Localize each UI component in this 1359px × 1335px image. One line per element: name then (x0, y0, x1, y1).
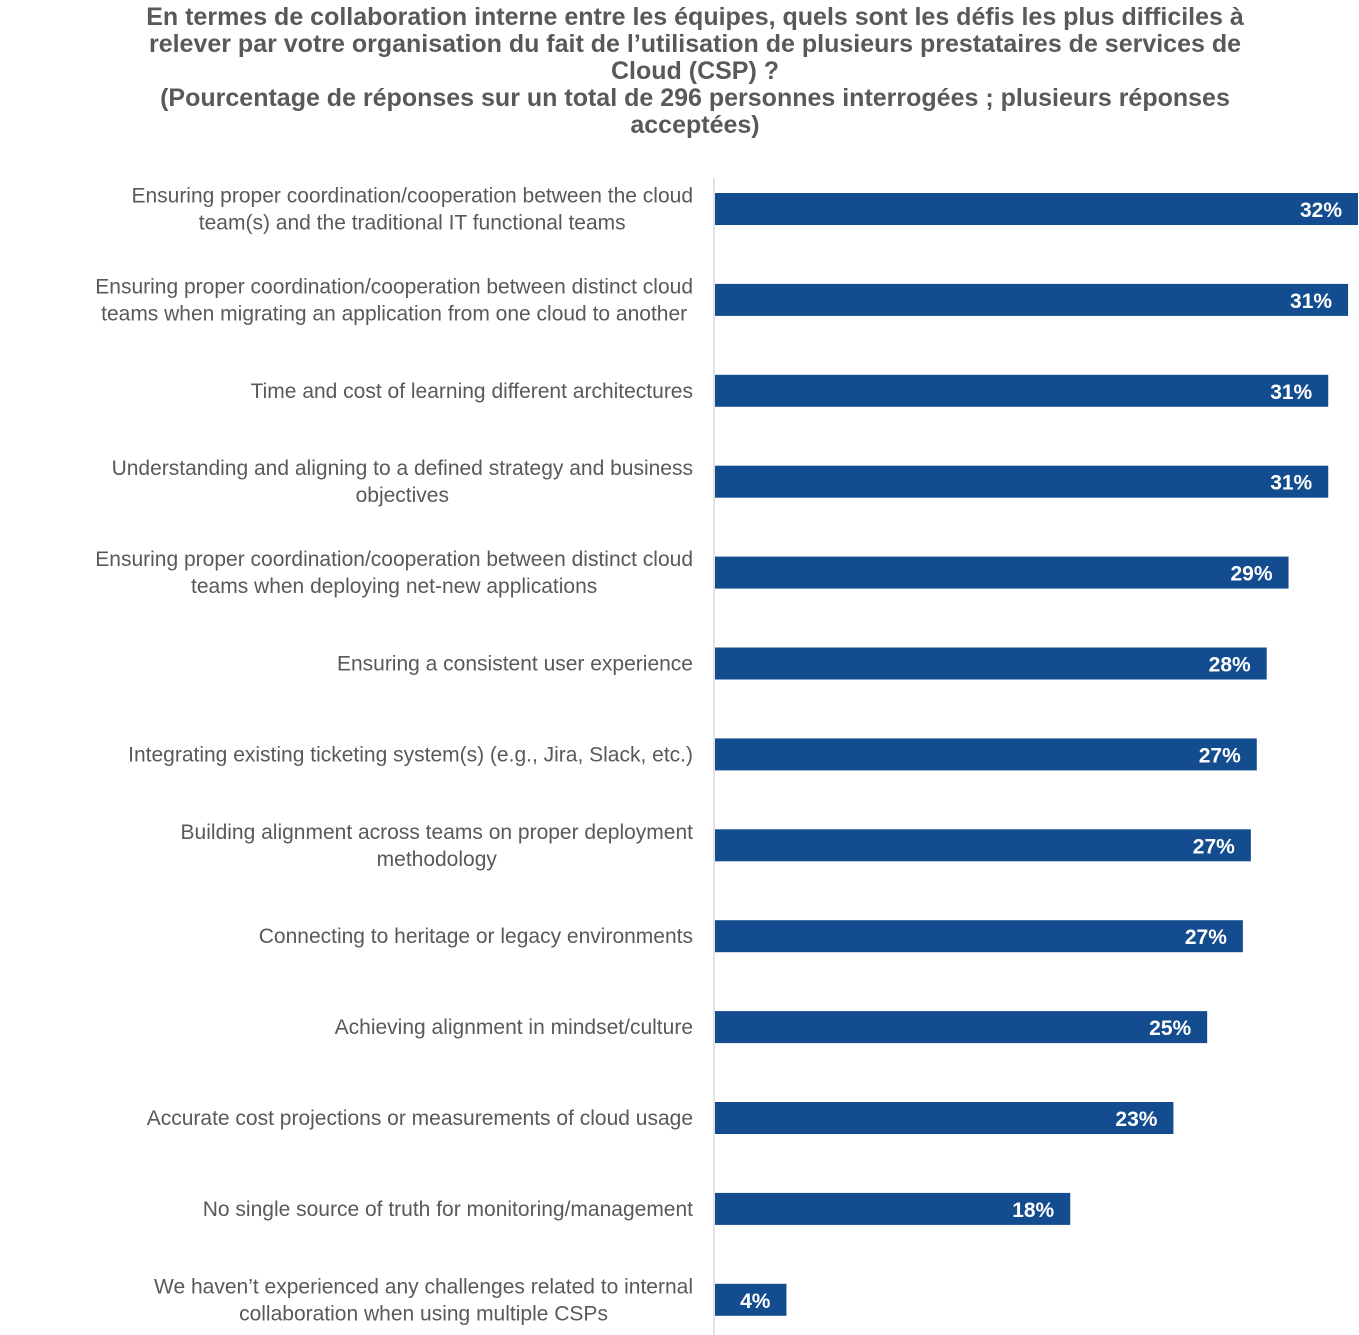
bar-2 (715, 283, 1349, 316)
value-label-9: 27% (1185, 926, 1227, 949)
category-label-1: Ensuring proper coordination/cooperation… (131, 185, 693, 235)
value-label-13: 4% (740, 1290, 771, 1313)
bars-group (715, 193, 1358, 1316)
value-label-10: 25% (1149, 1017, 1191, 1040)
bar-9 (715, 920, 1243, 953)
category-label-9: Connecting to heritage or legacy environ… (259, 925, 693, 948)
category-label-2: Ensuring proper coordination/cooperation… (95, 275, 693, 325)
category-label-11: Accurate cost projections or measurement… (147, 1107, 693, 1130)
category-label-10: Achieving alignment in mindset/culture (335, 1016, 693, 1039)
value-label-3: 31% (1270, 381, 1312, 404)
category-label-12: No single source of truth for monitoring… (203, 1198, 693, 1221)
bar-3 (715, 374, 1329, 407)
bar-13 (715, 1283, 787, 1316)
bar-8 (715, 829, 1251, 862)
category-label-8: Building alignment across teams on prope… (181, 821, 694, 871)
category-label-7: Integrating existing ticketing system(s)… (128, 743, 693, 766)
bar-12 (715, 1192, 1071, 1225)
bar-11 (715, 1102, 1174, 1134)
bar-5 (715, 556, 1289, 589)
category-label-6: Ensuring a consistent user experience (337, 653, 693, 676)
chart-title: En termes de collaboration interne entre… (146, 3, 1244, 85)
value-label-2: 31% (1290, 290, 1332, 313)
bar-10 (715, 1011, 1208, 1044)
value-label-5: 29% (1231, 563, 1273, 586)
category-label-5: Ensuring proper coordination/cooperation… (95, 548, 693, 598)
value-label-6: 28% (1209, 654, 1251, 677)
bar-7 (715, 738, 1257, 771)
bar-6 (715, 647, 1267, 680)
bar-4 (715, 465, 1329, 498)
bar-1 (715, 193, 1358, 225)
chart-subtitle: (Pourcentage de réponses sur un total de… (160, 84, 1230, 139)
chart-title-block: En termes de collaboration interne entre… (120, 4, 1270, 139)
value-label-8: 27% (1193, 835, 1235, 858)
value-label-7: 27% (1199, 744, 1241, 767)
value-label-4: 31% (1270, 472, 1312, 495)
value-label-11: 23% (1115, 1108, 1157, 1131)
value-labels-group: 32% 31% 31% 31% 29% 28% 27% 27% 27% 25% 23% 18% 4% (740, 199, 1342, 1313)
category-label-3: Time and cost of learning different arch… (251, 380, 693, 403)
category-label-13: We haven’t experienced any challenges re… (154, 1275, 693, 1325)
value-label-12: 18% (1012, 1199, 1054, 1222)
category-labels-group: Ensuring proper coordination/cooperation… (95, 185, 693, 1326)
category-label-4: Understanding and aligning to a defined … (112, 457, 693, 507)
value-label-1: 32% (1300, 199, 1342, 222)
